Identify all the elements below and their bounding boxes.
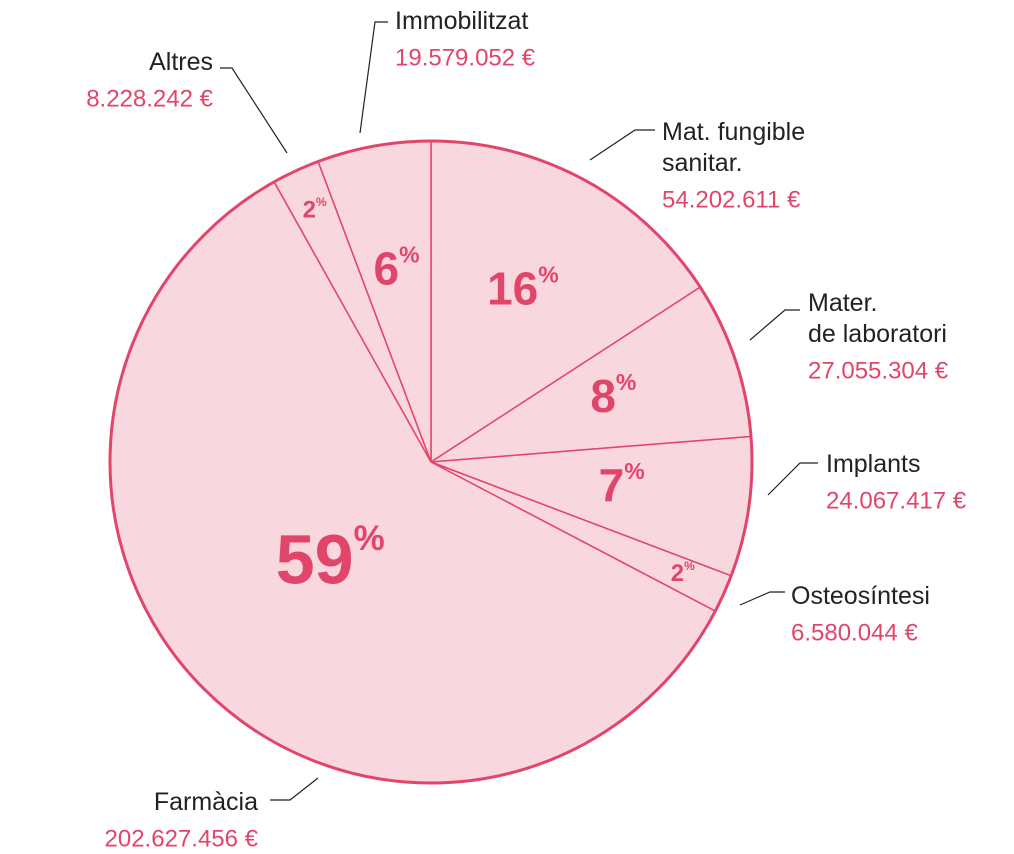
leader-line bbox=[359, 21, 388, 134]
percent-value: 2 bbox=[303, 197, 316, 224]
percent-value: 7 bbox=[599, 459, 625, 511]
category-line: Implants bbox=[826, 450, 920, 478]
amount-label: 54.202.611 € bbox=[662, 186, 801, 213]
percent-sign: % bbox=[399, 241, 419, 267]
category-line: sanitar. bbox=[662, 149, 743, 177]
percent-sign: % bbox=[354, 519, 385, 558]
category-line: Immobilitzat bbox=[395, 7, 528, 35]
amount-label: 19.579.052 € bbox=[395, 44, 536, 71]
percent-label: 59% bbox=[276, 519, 385, 599]
percent-sign: % bbox=[316, 195, 327, 209]
category-label: Implants bbox=[826, 450, 920, 478]
category-label: Osteosíntesi bbox=[791, 582, 930, 610]
percent-label: 6% bbox=[374, 241, 420, 294]
percent-sign: % bbox=[624, 458, 644, 484]
percent-label: 7% bbox=[599, 458, 645, 511]
amount-label: 24.067.417 € bbox=[826, 487, 967, 514]
amount-label: 8.228.242 € bbox=[86, 85, 213, 112]
percent-value: 6 bbox=[374, 243, 400, 295]
percent-label: 2% bbox=[303, 195, 327, 224]
leader-line bbox=[220, 67, 288, 154]
category-line: de laboratori bbox=[808, 320, 947, 348]
category-label: Immobilitzat bbox=[395, 7, 528, 35]
category-line: Mater. bbox=[808, 289, 877, 317]
percent-sign: % bbox=[538, 262, 558, 288]
category-label: Farmàcia bbox=[154, 788, 258, 816]
amount-label: 202.627.456 € bbox=[105, 825, 259, 852]
leader-line bbox=[739, 591, 785, 606]
leader-line bbox=[589, 129, 655, 161]
leader-line bbox=[749, 309, 800, 341]
leader-line bbox=[270, 777, 319, 801]
leader-line bbox=[767, 462, 818, 496]
amount-label: 27.055.304 € bbox=[808, 357, 949, 384]
percent-value: 8 bbox=[590, 370, 616, 422]
category-line: Altres bbox=[149, 48, 213, 76]
percent-label: 2% bbox=[671, 559, 695, 588]
percent-value: 16 bbox=[487, 263, 538, 315]
percent-value: 2 bbox=[671, 561, 684, 588]
category-line: Mat. fungible bbox=[662, 118, 805, 146]
category-line: Farmàcia bbox=[154, 788, 258, 816]
percent-label: 16% bbox=[487, 262, 559, 315]
percent-sign: % bbox=[616, 369, 636, 395]
category-line: Osteosíntesi bbox=[791, 582, 930, 610]
category-label: Mat. fungible sanitar. bbox=[662, 118, 805, 177]
percent-value: 59 bbox=[276, 521, 354, 599]
category-label: Altres bbox=[149, 48, 213, 76]
percent-label: 8% bbox=[590, 369, 636, 422]
pie-outline bbox=[108, 139, 754, 785]
percent-sign: % bbox=[684, 559, 695, 573]
amount-label: 6.580.044 € bbox=[791, 619, 918, 646]
category-label: Mater. de laboratori bbox=[808, 289, 947, 348]
